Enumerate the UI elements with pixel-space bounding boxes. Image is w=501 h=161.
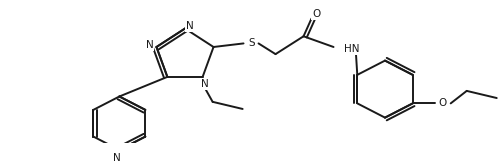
Text: O: O xyxy=(438,98,447,108)
Text: N: N xyxy=(114,153,121,161)
Text: N: N xyxy=(146,40,153,50)
Text: S: S xyxy=(248,38,255,48)
Text: O: O xyxy=(313,9,321,19)
Text: N: N xyxy=(201,79,208,89)
Text: HN: HN xyxy=(344,44,359,54)
Text: N: N xyxy=(186,21,194,31)
